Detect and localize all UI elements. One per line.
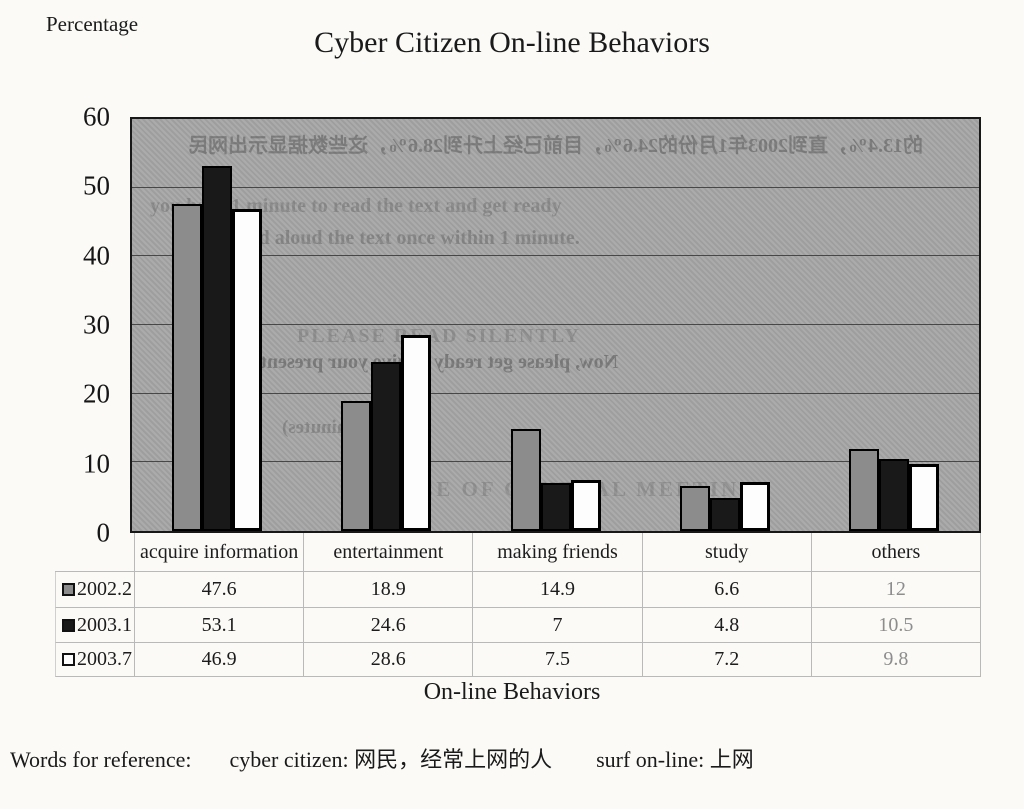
chart-title: Cyber Citizen On-line Behaviors xyxy=(314,26,710,59)
value-cell: 6.6 xyxy=(642,572,812,608)
column-header: others xyxy=(811,533,981,572)
bar-2003.1 xyxy=(540,482,571,531)
legend-swatch xyxy=(62,653,75,666)
plot-area: 的13.4%，直到2003年1月份的24.6%，目前已经上升到28.6%，这些数… xyxy=(130,117,981,533)
value-cell: 14.9 xyxy=(473,572,643,608)
bar-2003.1 xyxy=(879,458,910,531)
legend-row-label: 2003.1 xyxy=(55,608,135,643)
value-cell: 18.9 xyxy=(304,572,474,608)
column-header: making friends xyxy=(473,533,643,572)
bar-2003.7 xyxy=(570,479,601,531)
gridline xyxy=(132,324,979,325)
y-tick-label: 40 xyxy=(83,240,110,271)
bar-2002.2 xyxy=(679,485,710,531)
legend-row-label: 2002.2 xyxy=(55,572,135,608)
value-cell: 53.1 xyxy=(135,608,305,643)
y-tick-label: 60 xyxy=(83,101,110,132)
column-header: study xyxy=(642,533,812,572)
series-name: 2003.1 xyxy=(77,613,132,636)
y-tick-label: 10 xyxy=(83,448,110,479)
y-axis-title: Percentage xyxy=(46,12,139,36)
value-cell: 9.8 xyxy=(811,643,981,677)
bar-group-acquire-information xyxy=(132,119,301,531)
bar-2002.2 xyxy=(171,204,202,531)
y-tick-label: 0 xyxy=(96,517,111,548)
bar-group-making-friends xyxy=(471,119,640,531)
data-table: acquire information entertainment making f… xyxy=(55,533,981,677)
x-axis-title: On-line Behaviors xyxy=(423,679,601,705)
bar-2003.7 xyxy=(909,463,940,531)
bar-2003.7 xyxy=(739,481,770,531)
bar-2003.7 xyxy=(231,208,262,531)
bar-2003.1 xyxy=(709,498,740,531)
bar-2003.7 xyxy=(401,334,432,531)
column-header: entertainment xyxy=(304,533,474,572)
bar-group-others xyxy=(810,119,979,531)
bar-2002.2 xyxy=(849,448,880,531)
table-corner-cell xyxy=(55,533,135,572)
y-tick-label: 30 xyxy=(83,309,110,340)
column-header: acquire information xyxy=(135,533,305,572)
footer-label: Words for reference: xyxy=(10,747,192,772)
words-for-reference: Words for reference: cyber citizen: 网民，经常… xyxy=(10,742,754,774)
bar-groups xyxy=(132,119,979,531)
value-cell: 46.9 xyxy=(135,643,305,677)
bar-2003.1 xyxy=(371,362,402,531)
legend-swatch xyxy=(62,583,75,596)
series-name: 2003.7 xyxy=(77,648,132,670)
series-name: 2002.2 xyxy=(77,578,132,600)
legend-swatch xyxy=(62,618,75,632)
gridline xyxy=(132,461,979,463)
y-tick-label: 20 xyxy=(83,378,110,409)
bar-2003.1 xyxy=(201,166,232,531)
bar-group-study xyxy=(640,119,809,531)
footer-entry-surf-online: surf on-line: 上网 xyxy=(596,747,754,772)
gridline xyxy=(132,255,979,257)
bar-group-entertainment xyxy=(301,119,470,531)
value-cell: 28.6 xyxy=(304,643,474,677)
bar-2002.2 xyxy=(341,401,372,531)
y-axis: 0 10 20 30 40 50 60 xyxy=(52,103,120,546)
gridline xyxy=(132,186,979,188)
value-cell: 24.6 xyxy=(304,608,474,643)
value-cell: 4.8 xyxy=(642,608,812,643)
value-cell: 7.5 xyxy=(473,643,643,677)
legend-row-label: 2003.7 xyxy=(55,643,135,677)
gridline xyxy=(132,392,979,394)
value-cell: 7 xyxy=(473,608,643,643)
y-tick-label: 50 xyxy=(83,170,110,201)
value-cell: 7.2 xyxy=(642,643,812,677)
footer-entry-cyber-citizen: cyber citizen: 网民，经常上网的人 xyxy=(229,747,553,772)
bar-2002.2 xyxy=(510,428,541,531)
value-cell: 10.5 xyxy=(811,608,981,643)
value-cell: 47.6 xyxy=(135,572,305,608)
value-cell: 12 xyxy=(811,572,981,608)
